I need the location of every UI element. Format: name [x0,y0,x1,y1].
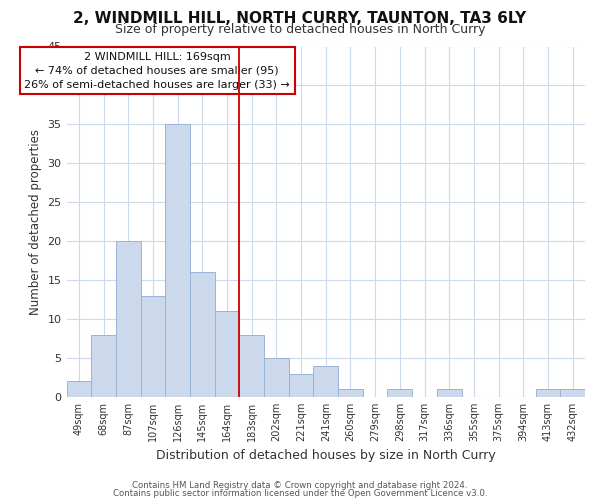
Bar [313,366,338,397]
Bar [536,389,560,397]
Text: Size of property relative to detached houses in North Curry: Size of property relative to detached ho… [115,22,485,36]
Bar [67,382,91,397]
Y-axis label: Number of detached properties: Number of detached properties [29,128,42,314]
Text: Contains public sector information licensed under the Open Government Licence v3: Contains public sector information licen… [113,488,487,498]
Bar [190,272,215,397]
Bar [140,296,165,397]
Text: 2 WINDMILL HILL: 169sqm
← 74% of detached houses are smaller (95)
26% of semi-de: 2 WINDMILL HILL: 169sqm ← 74% of detache… [25,52,290,90]
Bar [239,334,264,397]
Bar [560,389,585,397]
Bar [165,124,190,397]
Bar [388,389,412,397]
Bar [264,358,289,397]
Bar [215,312,239,397]
Bar [437,389,461,397]
Bar [116,241,140,397]
Bar [91,334,116,397]
Text: 2, WINDMILL HILL, NORTH CURRY, TAUNTON, TA3 6LY: 2, WINDMILL HILL, NORTH CURRY, TAUNTON, … [73,11,527,26]
Bar [289,374,313,397]
Bar [338,389,363,397]
Text: Contains HM Land Registry data © Crown copyright and database right 2024.: Contains HM Land Registry data © Crown c… [132,481,468,490]
X-axis label: Distribution of detached houses by size in North Curry: Distribution of detached houses by size … [156,450,496,462]
